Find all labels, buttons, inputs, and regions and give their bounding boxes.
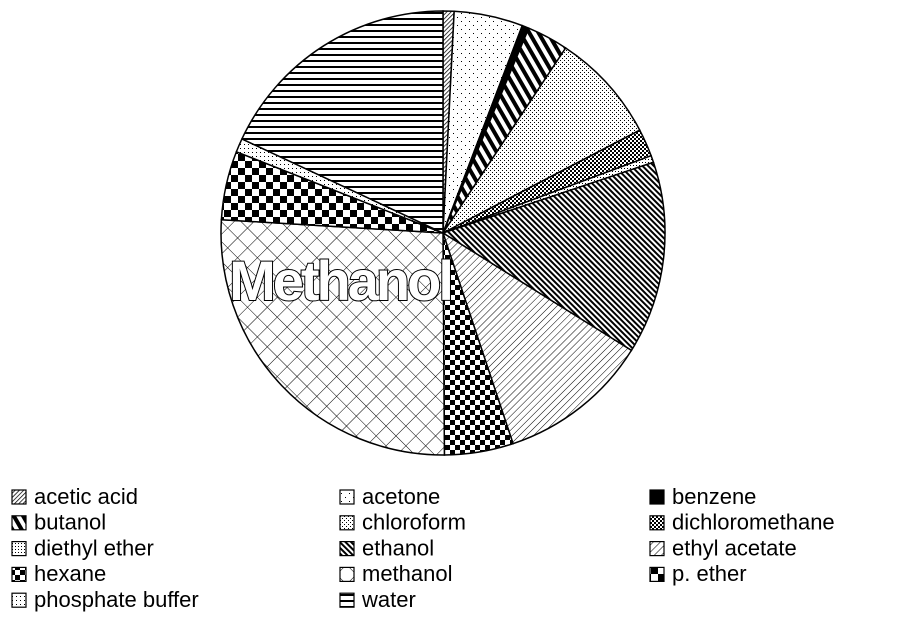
legend-label: methanol xyxy=(362,561,453,586)
legend-swatch xyxy=(649,489,665,505)
legend-swatch xyxy=(649,566,665,583)
legend-swatch xyxy=(11,566,27,583)
pie-slice xyxy=(220,218,446,456)
legend-swatch xyxy=(11,592,27,608)
legend-swatch xyxy=(649,540,665,557)
annotation: Methanol xyxy=(229,249,451,312)
legend-swatch xyxy=(339,540,355,557)
pie-slice xyxy=(441,161,666,352)
legend-label: water xyxy=(361,587,416,612)
legend-label: ethyl acetate xyxy=(672,535,797,560)
legend-label: benzene xyxy=(672,484,756,509)
legend: acetic acid acetone benzene butanol chlorofo… xyxy=(11,484,835,612)
legend-swatch xyxy=(339,592,355,608)
legend-swatch xyxy=(339,489,355,505)
pie-slice xyxy=(240,10,444,235)
legend-swatch xyxy=(11,515,27,531)
legend-label: p. ether xyxy=(672,561,747,586)
pie-slice xyxy=(442,46,641,234)
pie-slice xyxy=(441,231,633,445)
legend-label: diethyl ether xyxy=(34,535,154,560)
pie xyxy=(220,10,666,456)
legend-swatch xyxy=(11,540,27,557)
legend-label: acetone xyxy=(362,484,440,509)
legend-label: acetic acid xyxy=(34,484,138,509)
legend-label: hexane xyxy=(34,561,106,586)
legend-swatch xyxy=(339,515,355,531)
legend-label: chloroform xyxy=(362,510,466,535)
legend-swatch xyxy=(339,566,355,583)
legend-swatch xyxy=(649,515,665,531)
legend-label: ethanol xyxy=(362,535,434,560)
legend-label: butanol xyxy=(34,510,106,535)
legend-swatch xyxy=(11,489,27,505)
legend-label: dichloromethane xyxy=(672,510,835,535)
legend-label: phosphate buffer xyxy=(34,587,199,612)
